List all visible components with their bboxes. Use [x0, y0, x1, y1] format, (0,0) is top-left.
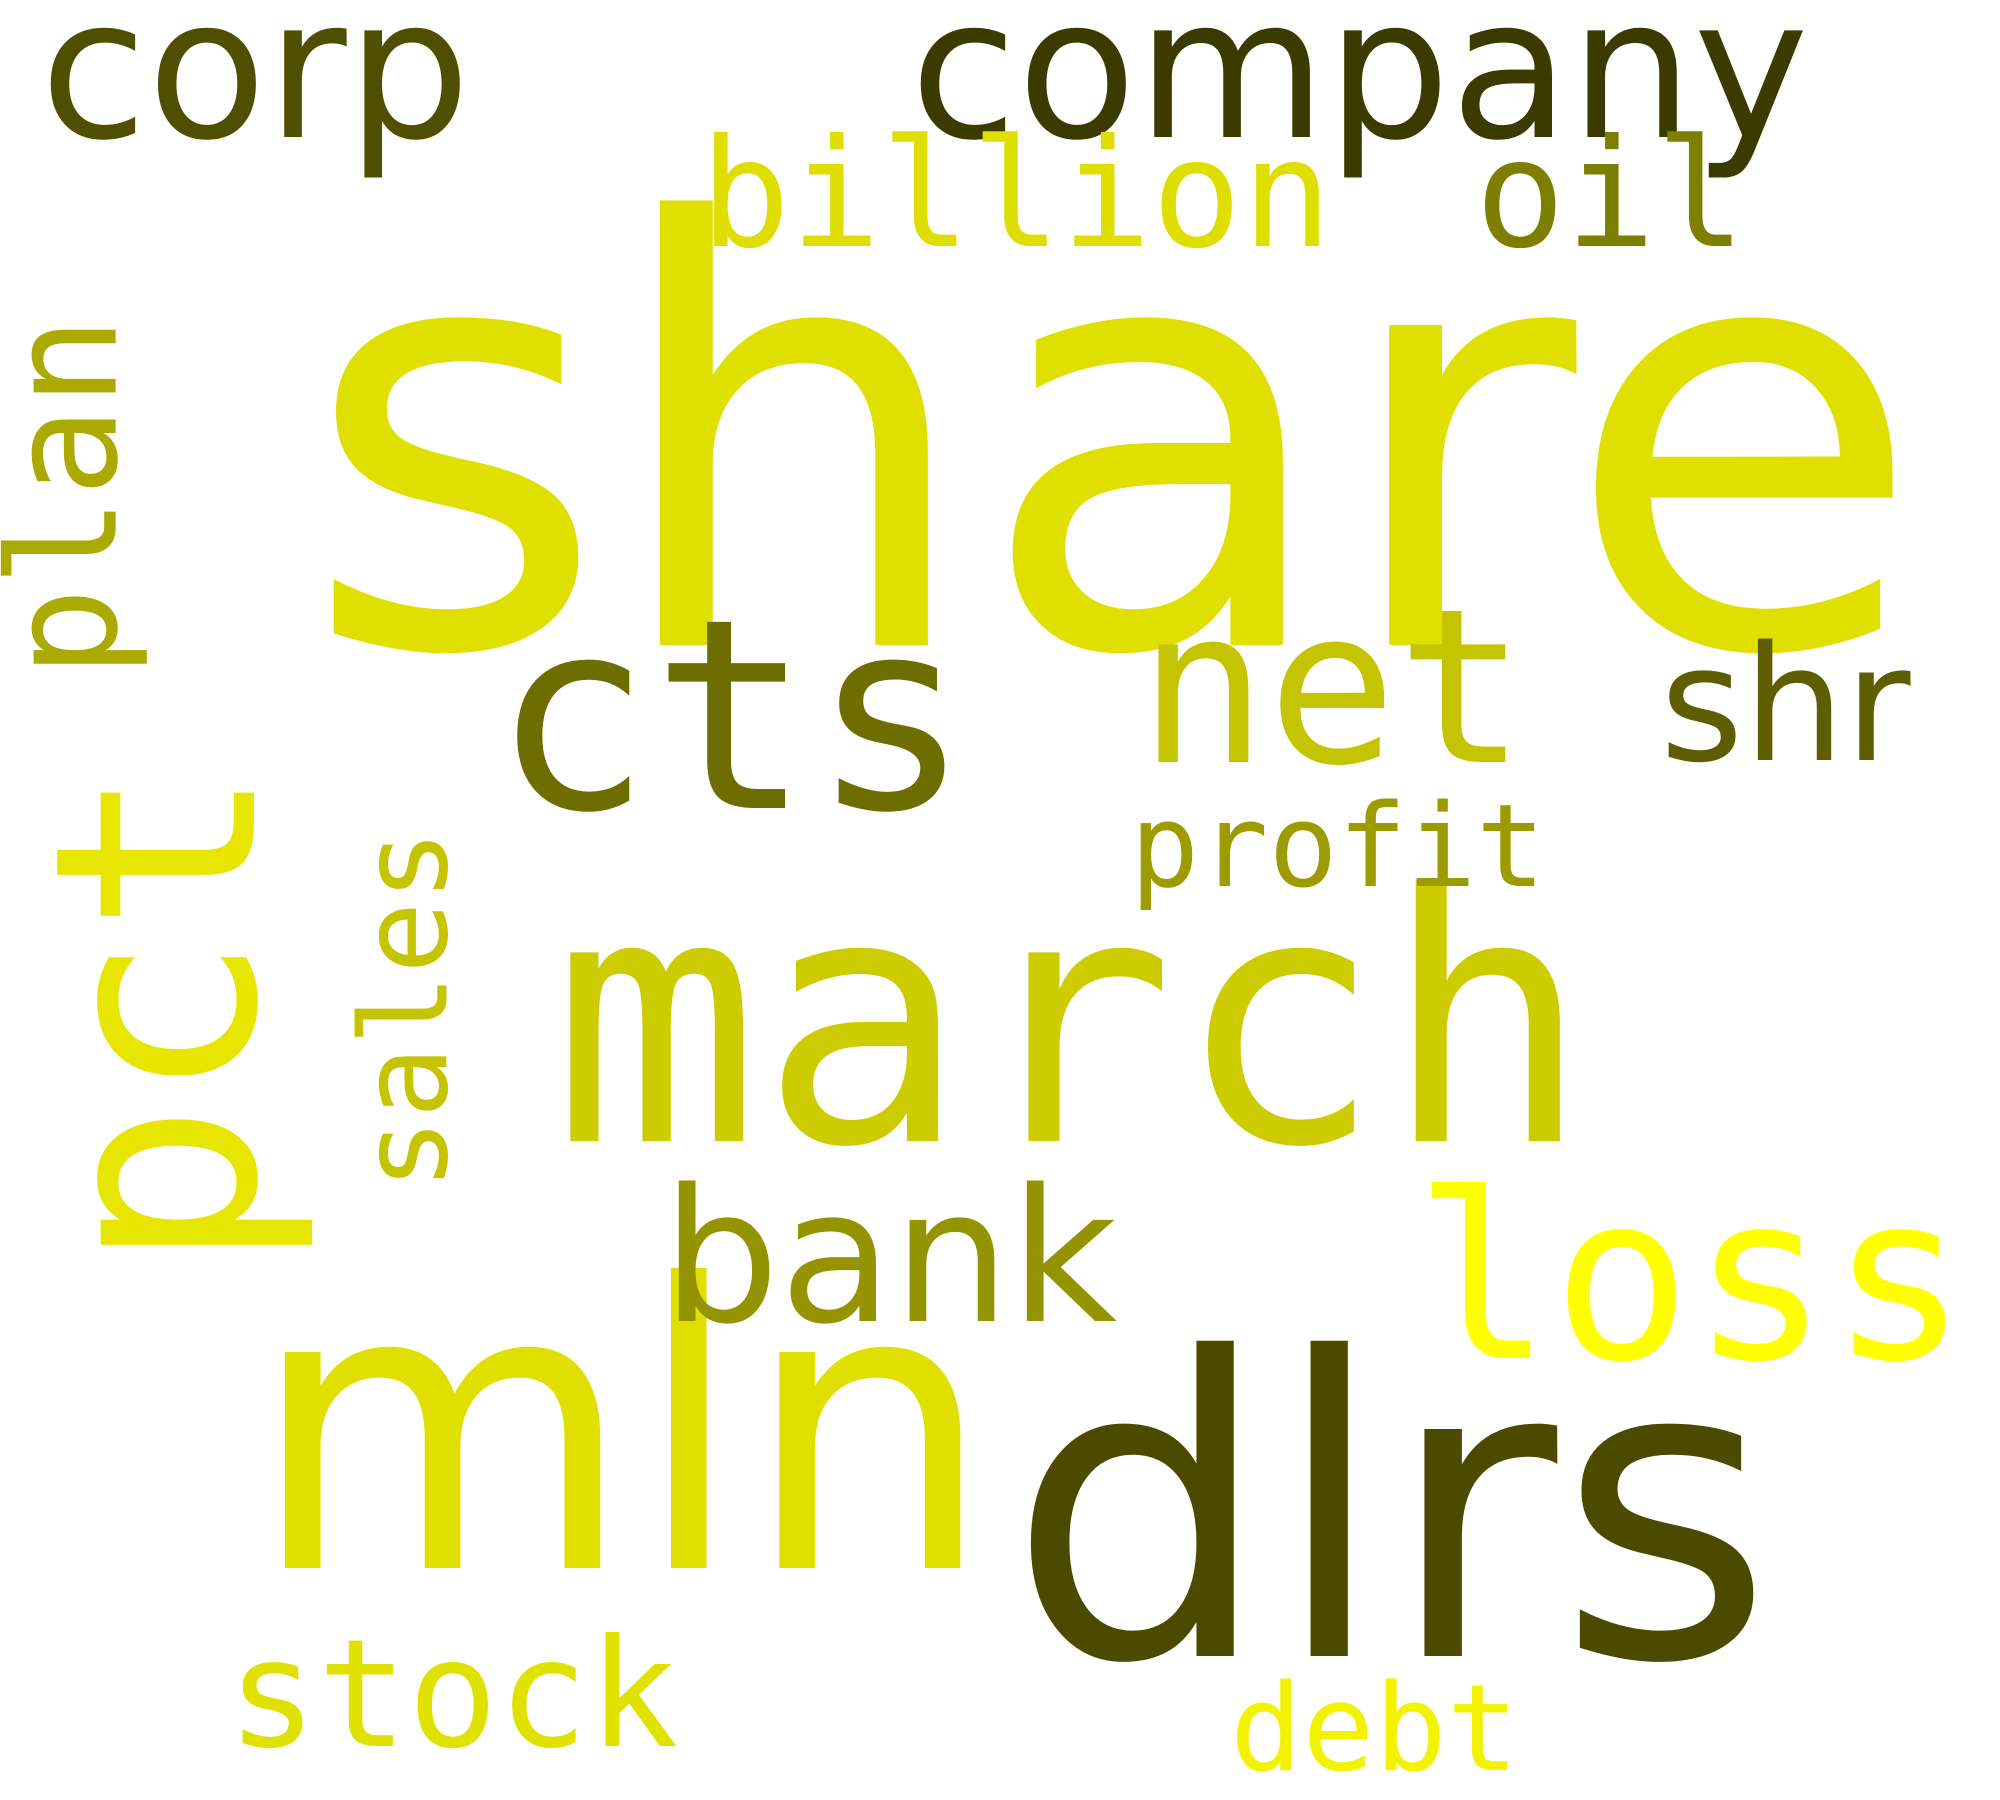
word-march: march — [552, 822, 1591, 1223]
word-oil: oil — [1475, 108, 1746, 282]
word-sales: sales — [336, 829, 476, 1191]
word-stock: stock — [227, 1608, 679, 1782]
word-dlrs: dlrs — [1008, 1271, 1774, 1754]
word-net: net — [1138, 562, 1527, 813]
word-plan: plan — [0, 316, 152, 678]
word-mln: mln — [249, 1202, 994, 1662]
word-cts: cts — [492, 563, 971, 871]
word-company: company — [910, 0, 1809, 183]
word-debt: debt — [1230, 1660, 1519, 1799]
word-profit: profit — [1130, 780, 1546, 914]
word-shr: shr — [1660, 611, 1911, 798]
word-corp: corp — [40, 0, 471, 183]
word-pct: pct — [0, 765, 321, 1271]
word-bank: bank — [662, 1149, 1118, 1365]
word-share: share — [302, 102, 1924, 783]
word-billion: billion — [700, 108, 1333, 282]
word-loss: loss — [1414, 1146, 1968, 1413]
